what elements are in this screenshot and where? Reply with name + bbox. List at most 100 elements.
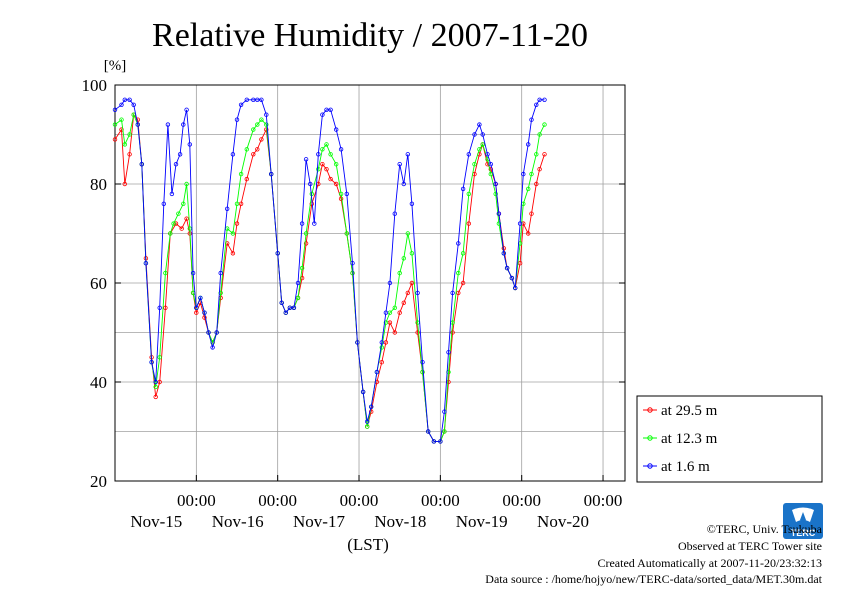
data-point: [244, 147, 249, 152]
data-point: [184, 216, 189, 221]
data-point: [537, 166, 542, 172]
data-point: [112, 107, 118, 112]
data-point: [324, 107, 329, 112]
data-point: [350, 261, 355, 266]
terc-logo: TERC: [783, 503, 823, 539]
data-point: [163, 305, 168, 310]
data-point: [365, 419, 370, 424]
data-point: [537, 97, 542, 102]
chart-title: Relative Humidity / 2007-11-20: [152, 17, 588, 54]
data-point: [283, 310, 288, 315]
data-point: [251, 127, 256, 132]
data-point: [442, 429, 447, 434]
data-point: [415, 330, 420, 335]
data-point: [460, 251, 466, 256]
data-point: [466, 221, 471, 226]
data-point: [112, 137, 118, 142]
data-point: [194, 310, 199, 315]
data-point: [210, 345, 215, 350]
data-point: [374, 369, 380, 375]
y-tick-label: 80: [90, 175, 107, 194]
data-point: [387, 320, 393, 325]
data-point: [194, 305, 199, 310]
data-point: [119, 127, 124, 132]
data-point: [338, 191, 344, 197]
data-point: [383, 340, 389, 345]
data-point: [238, 201, 244, 206]
data-point: [369, 404, 374, 409]
y-tick-label: 40: [90, 373, 107, 392]
data-point: [177, 152, 183, 157]
data-point: [472, 161, 477, 167]
data-point: [234, 117, 240, 122]
x-tick-label-date: Nov-20: [537, 512, 589, 531]
data-point: [466, 191, 471, 197]
x-tick-label-date: Nov-16: [212, 512, 264, 531]
data-point: [143, 261, 149, 266]
data-point: [450, 330, 455, 335]
data-point: [218, 270, 223, 276]
data-point: [234, 221, 240, 226]
data-point: [169, 191, 175, 197]
data-point: [161, 201, 166, 206]
data-point: [438, 439, 443, 444]
data-point: [187, 142, 192, 147]
data-point: [397, 310, 402, 315]
data-point: [460, 280, 466, 286]
data-point: [542, 152, 547, 157]
data-point: [179, 226, 184, 231]
data-point: [238, 171, 244, 177]
data-point: [122, 97, 127, 102]
data-point: [456, 270, 461, 276]
data-point: [466, 152, 471, 157]
data-point: [303, 231, 309, 236]
data-point: [477, 147, 482, 152]
data-point: [122, 181, 127, 187]
data-point: [328, 107, 333, 112]
x-tick-label-time: 00:00: [421, 491, 460, 510]
data-point: [202, 315, 207, 320]
data-point: [131, 102, 136, 107]
x-tick-label-time: 00:00: [340, 491, 379, 510]
data-point: [387, 310, 393, 315]
data-point: [442, 409, 447, 414]
data-point: [409, 251, 415, 256]
data-point: [153, 379, 158, 385]
data-point: [259, 137, 264, 142]
data-point: [334, 161, 339, 167]
data-point: [456, 290, 461, 296]
data-point: [420, 369, 425, 375]
data-point: [480, 142, 485, 147]
data-point: [119, 117, 124, 122]
y-axis-label: [%]: [104, 58, 127, 74]
series-line-2: [114, 99, 545, 442]
series-line-1: [114, 113, 545, 442]
data-point: [338, 147, 344, 152]
data-point: [397, 270, 402, 276]
data-point: [139, 161, 144, 167]
data-point: [190, 270, 196, 276]
data-point: [251, 152, 256, 157]
data-point: [405, 290, 410, 296]
x-tick-label-time: 00:00: [502, 491, 541, 510]
data-point: [379, 345, 384, 350]
data-point: [320, 147, 325, 152]
data-point: [526, 142, 531, 147]
data-point: [379, 360, 384, 365]
x-tick-label-time: 00:00: [177, 491, 216, 510]
data-point: [157, 355, 162, 360]
data-point: [157, 305, 162, 310]
data-point: [472, 132, 477, 137]
data-point: [255, 147, 260, 152]
data-point: [184, 181, 189, 187]
data-point: [334, 181, 339, 187]
x-tick-label-time: 00:00: [258, 491, 297, 510]
data-point: [401, 181, 406, 187]
data-point: [350, 270, 355, 276]
data-point: [176, 211, 181, 216]
legend-box: [636, 395, 823, 483]
data-point: [218, 290, 223, 296]
data-point: [526, 186, 531, 192]
data-point: [303, 157, 309, 162]
